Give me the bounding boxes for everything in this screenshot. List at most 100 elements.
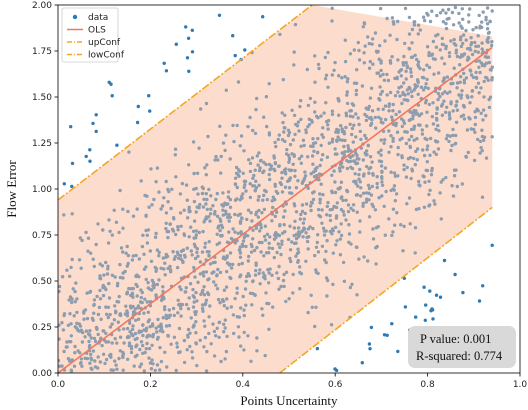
data-point — [427, 53, 431, 58]
data-point — [304, 259, 308, 263]
data-point — [176, 256, 181, 260]
data-point — [468, 7, 472, 11]
data-point — [366, 35, 370, 39]
data-point — [121, 250, 125, 254]
data-point — [393, 223, 397, 227]
data-point — [70, 161, 75, 166]
data-point — [370, 184, 374, 189]
data-point — [373, 31, 378, 35]
data-point — [210, 271, 214, 275]
data-point — [104, 260, 108, 265]
data-point — [161, 295, 166, 299]
data-point — [330, 112, 335, 117]
data-point — [400, 101, 404, 106]
data-point — [364, 191, 369, 195]
data-point — [298, 287, 302, 291]
data-point — [362, 61, 366, 65]
data-point — [404, 69, 408, 73]
data-point — [242, 185, 246, 190]
data-point — [155, 337, 160, 341]
data-point — [114, 220, 119, 224]
data-point — [337, 74, 341, 78]
data-point — [267, 271, 271, 275]
y-tick-label: 1.50 — [32, 93, 52, 103]
data-point — [152, 197, 156, 202]
data-point — [348, 285, 353, 290]
data-point — [332, 68, 336, 73]
data-point — [470, 89, 474, 93]
r-squared-text: R-squared: 0.774 — [416, 349, 503, 363]
data-point — [476, 34, 480, 38]
data-point — [353, 159, 357, 164]
data-point — [280, 170, 284, 175]
data-point — [249, 250, 254, 254]
data-point — [387, 217, 391, 221]
data-point — [407, 15, 412, 20]
data-point — [237, 262, 241, 267]
data-point — [225, 269, 229, 274]
data-point — [314, 245, 319, 249]
data-point — [416, 60, 421, 64]
data-point — [410, 55, 415, 59]
data-point — [387, 150, 391, 154]
data-point — [390, 55, 394, 59]
data-point — [453, 142, 457, 146]
data-point — [307, 235, 311, 239]
data-point — [477, 299, 482, 303]
data-point — [187, 209, 192, 214]
data-point — [300, 209, 305, 214]
data-point — [197, 146, 201, 150]
data-point — [336, 135, 340, 139]
data-point — [176, 298, 180, 302]
data-point — [379, 138, 383, 142]
data-point — [333, 60, 337, 65]
data-point — [468, 117, 472, 121]
data-point — [339, 180, 344, 184]
data-point — [277, 164, 281, 168]
data-point — [133, 354, 137, 359]
data-point — [87, 339, 91, 344]
data-point — [69, 265, 73, 270]
data-point — [435, 140, 440, 144]
data-point — [318, 215, 323, 219]
data-point — [292, 63, 296, 67]
data-point — [320, 133, 324, 137]
data-point — [404, 141, 409, 146]
data-point — [239, 306, 243, 310]
data-point — [198, 202, 202, 207]
data-point — [300, 229, 304, 234]
data-point — [309, 200, 314, 204]
data-point — [144, 277, 148, 282]
data-point — [226, 215, 230, 220]
data-point — [246, 259, 250, 263]
data-point — [153, 265, 157, 270]
data-point — [261, 275, 266, 279]
data-point — [280, 138, 285, 142]
legend-entry-ols: OLS — [88, 26, 106, 36]
data-point — [330, 232, 334, 236]
data-point — [281, 77, 285, 82]
data-point — [150, 343, 154, 347]
data-point — [459, 93, 464, 97]
data-point — [88, 361, 92, 365]
data-point — [480, 41, 484, 45]
data-point — [164, 313, 168, 317]
data-point — [270, 219, 274, 223]
data-point — [480, 128, 484, 132]
data-point — [141, 323, 145, 327]
data-point — [368, 155, 373, 159]
data-point — [102, 273, 106, 277]
data-point — [478, 151, 482, 155]
data-point — [324, 260, 328, 265]
data-point — [314, 114, 319, 119]
data-point — [94, 113, 98, 117]
data-point — [378, 74, 383, 78]
data-point — [247, 158, 251, 162]
data-point — [214, 334, 218, 338]
data-point — [190, 28, 194, 32]
data-point — [193, 275, 197, 279]
data-point — [319, 158, 324, 162]
data-point — [413, 53, 417, 57]
y-tick-label: 1.75 — [32, 47, 52, 57]
data-point — [351, 208, 355, 213]
